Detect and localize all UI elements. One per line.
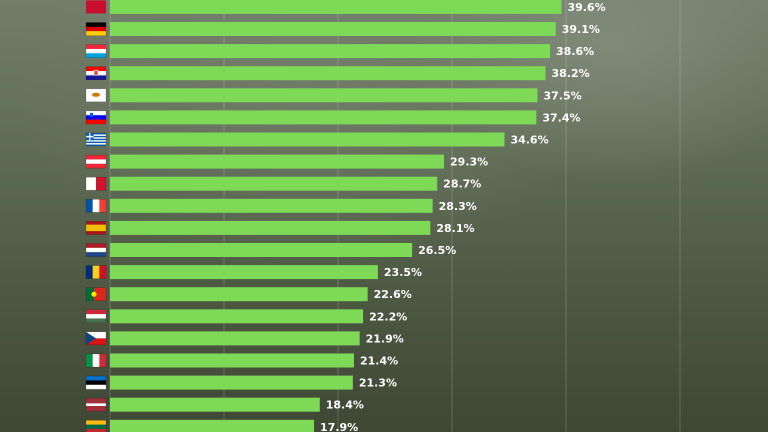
flag-france (85, 199, 107, 213)
flag-greece (85, 132, 107, 147)
value-label-portugal: 22.6% (374, 288, 412, 301)
flag-croatia (85, 66, 107, 80)
value-label-cyprus: 37.5% (544, 89, 582, 102)
flag-netherlands (85, 243, 107, 257)
bar-romania (110, 265, 378, 280)
value-label-hungary: 22.2% (369, 310, 407, 323)
value-label-latvia: 18.4% (326, 399, 364, 412)
flag-spain (85, 221, 107, 235)
bar-estonia (110, 375, 353, 390)
value-label-croatia: 38.2% (551, 67, 589, 80)
value-labels: 39.6% 39.1% 38.6% 38.2% 37.5% 37.4% 34.6% 29.3%… (320, 1, 606, 432)
bar-france (110, 198, 433, 213)
flag-latvia (85, 397, 107, 412)
flag-cyprus (85, 88, 107, 103)
value-label-estonia: 21.3% (359, 377, 397, 390)
bar-cyprus (110, 88, 538, 103)
value-label-germany: 39.1% (562, 23, 600, 36)
value-label-romania: 23.5% (384, 266, 422, 279)
flag-estonia (85, 375, 107, 390)
flag-slovenia (85, 110, 107, 125)
value-label-spain: 28.1% (436, 222, 474, 235)
flag-partial (86, 0, 106, 14)
flag-italy (85, 353, 107, 368)
value-label-greece: 34.6% (510, 134, 548, 147)
flag-luxembourg (85, 44, 107, 58)
value-label-netherlands: 26.5% (418, 244, 456, 257)
bar-slovenia (110, 110, 537, 125)
flag-malta (85, 176, 107, 191)
bar-netherlands (110, 243, 413, 257)
bar-latvia (110, 397, 320, 412)
value-label-austria: 29.3% (450, 156, 488, 169)
bar-malta (110, 176, 438, 191)
value-label-luxembourg: 38.6% (556, 45, 594, 58)
bar-austria (110, 154, 445, 169)
bar-hungary (110, 309, 364, 324)
bar-luxembourg (110, 44, 551, 59)
flag-portugal (85, 287, 107, 302)
bar-croatia (110, 66, 546, 81)
value-label-partial: 39.6% (567, 1, 605, 14)
bar-lithuania (110, 419, 315, 432)
bar-greece (110, 132, 505, 147)
value-label-lithuania: 17.9% (320, 421, 358, 432)
value-label-slovenia: 37.4% (542, 111, 580, 124)
flag-lithuania (85, 419, 107, 432)
value-label-france: 28.3% (439, 200, 477, 213)
bar-partial (110, 0, 562, 14)
flag-hungary (85, 309, 107, 324)
flag-czechia (85, 331, 107, 346)
value-label-italy: 21.4% (360, 355, 398, 368)
bars (110, 0, 562, 432)
flag-austria (85, 154, 107, 169)
bar-czechia (110, 331, 360, 346)
bar-italy (110, 353, 354, 368)
flag-romania (85, 265, 107, 279)
value-label-malta: 28.7% (443, 178, 481, 191)
bar-spain (110, 220, 431, 235)
value-label-czechia: 21.9% (366, 332, 404, 345)
bar-germany (110, 22, 556, 36)
flag-germany (85, 22, 107, 36)
bar-portugal (110, 287, 368, 302)
flags (85, 0, 107, 432)
